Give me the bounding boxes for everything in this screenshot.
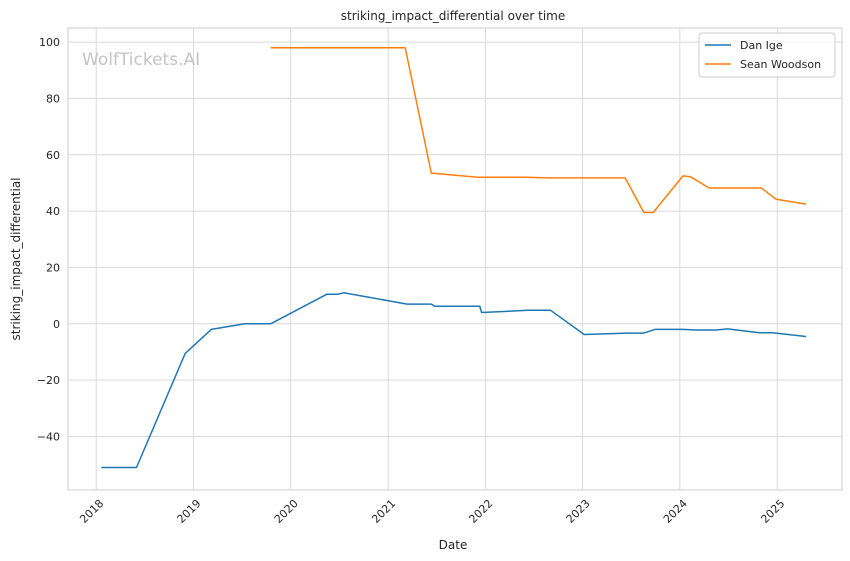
x-axis-label: Date [439, 538, 468, 552]
legend-label-sean-woodson: Sean Woodson [740, 58, 821, 71]
y-tick-label: 40 [46, 205, 60, 218]
y-tick-label: 0 [53, 318, 60, 331]
y-tick-label: −40 [37, 430, 60, 443]
x-tick-label: 2021 [369, 497, 398, 526]
y-tick-label: −20 [37, 374, 60, 387]
x-tick-label: 2025 [758, 497, 787, 526]
legend: Dan Ige Sean Woodson [698, 32, 836, 78]
y-tick-label: 60 [46, 149, 60, 162]
legend-label-dan-ige: Dan Ige [740, 39, 783, 52]
x-tick-label: 2020 [272, 497, 301, 526]
series-line-dan-ige [101, 292, 807, 469]
x-tick-label: 2022 [466, 497, 495, 526]
y-tick-label: 20 [46, 261, 60, 274]
y-tick-label: 100 [39, 36, 60, 49]
y-tick-labels: 100 80 60 40 20 0 −20 −40 [37, 36, 60, 443]
series-layer [101, 46, 807, 469]
y-axis-label: striking_impact_differential [9, 177, 23, 340]
x-tick-label: 2023 [564, 497, 593, 526]
chart-title: striking_impact_differential over time [341, 9, 566, 23]
x-tick-labels: 2018 2019 2020 2021 2022 2023 2024 2025 [77, 497, 787, 526]
plot-background [67, 27, 843, 491]
legend-box [698, 32, 836, 78]
x-tick-label: 2018 [77, 497, 106, 526]
grid-lines [68, 28, 842, 490]
x-tick-label: 2024 [661, 497, 690, 526]
x-tick-label: 2019 [175, 497, 204, 526]
series-line-sean-woodson [270, 46, 807, 214]
watermark: WolfTickets.AI [82, 50, 200, 70]
y-tick-label: 80 [46, 92, 60, 105]
